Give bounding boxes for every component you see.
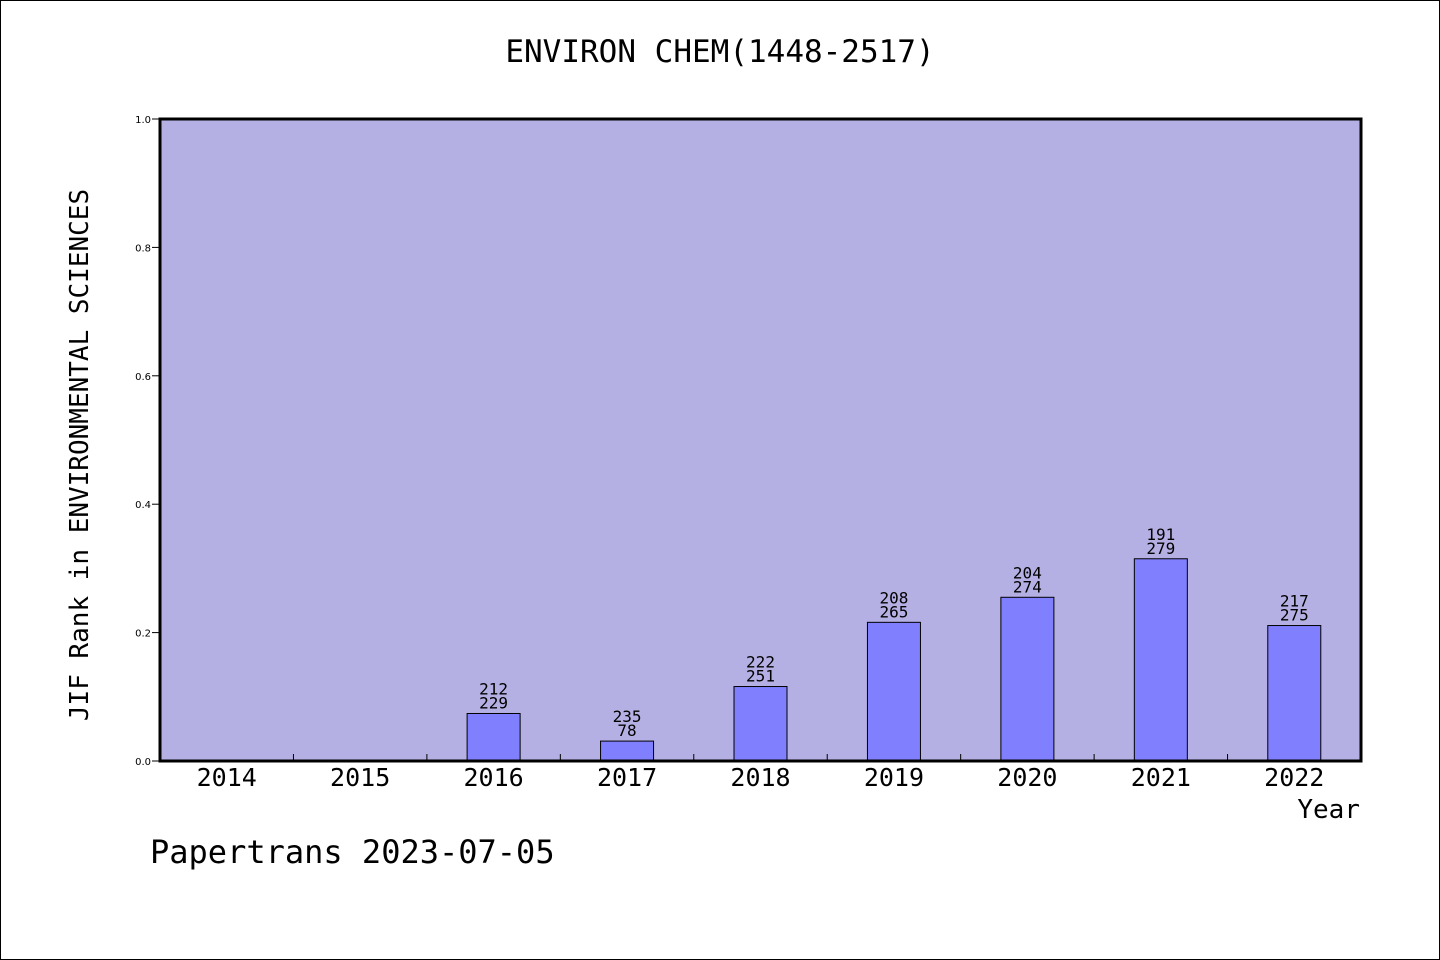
x-tick-label-2019: 2019 [864,763,924,792]
bar-2021 [1133,558,1188,762]
bar-2022 [1267,625,1322,762]
x-tick-label-2014: 2014 [197,763,257,792]
bar-2017 [600,740,655,762]
x-axis-label: Year [1297,795,1360,825]
y-tick-label: 0.8 [135,243,151,254]
bar-rank-label-2018: 222 [746,653,775,672]
x-tick-label-2021: 2021 [1131,763,1191,792]
bar-total-label-2022: 275 [1280,606,1309,625]
x-tick-label-2018: 2018 [730,763,790,792]
x-tick-label-2015: 2015 [330,763,390,792]
y-tick-label: 0.0 [135,757,151,768]
y-axis-label: JIF Rank in ENVIRONMENTAL SCIENCES [65,188,95,722]
footer-stamp: Papertrans 2023-07-05 [150,833,555,871]
bar-rank-label-2016: 212 [479,679,508,698]
bar-rank-label-2017: 235 [613,707,642,726]
y-tick-label: 0.6 [135,372,151,383]
bar-total-label-2018: 251 [746,667,775,686]
bar-total-label-2019: 265 [879,602,908,621]
x-tick-label-2020: 2020 [997,763,1057,792]
bar-rank-label-2022: 217 [1280,592,1309,611]
x-tick-label-2016: 2016 [464,763,524,792]
bar-total-label-2017: 78 [617,721,636,740]
bar-2016 [466,712,521,762]
chart-title: ENVIRON CHEM(1448-2517) [505,34,935,70]
bar-rank-label-2019: 208 [879,588,908,607]
y-tick-label: 0.4 [135,500,151,511]
y-tick-label: 0.2 [135,629,151,640]
x-tick-label-2022: 2022 [1264,763,1324,792]
plot-border [158,117,1363,763]
bar-total-label-2016: 229 [479,693,508,712]
bar-2019 [866,621,921,762]
bar-2018 [733,686,788,762]
bar-rank-label-2020: 204 [1013,563,1042,582]
bar-rank-label-2021: 191 [1146,525,1175,544]
bar-total-label-2021: 279 [1146,539,1175,558]
bar-total-label-2020: 274 [1013,577,1042,596]
bar-2020 [1000,596,1055,762]
y-tick-label: 1.0 [135,115,151,126]
x-tick-label-2017: 2017 [597,763,657,792]
